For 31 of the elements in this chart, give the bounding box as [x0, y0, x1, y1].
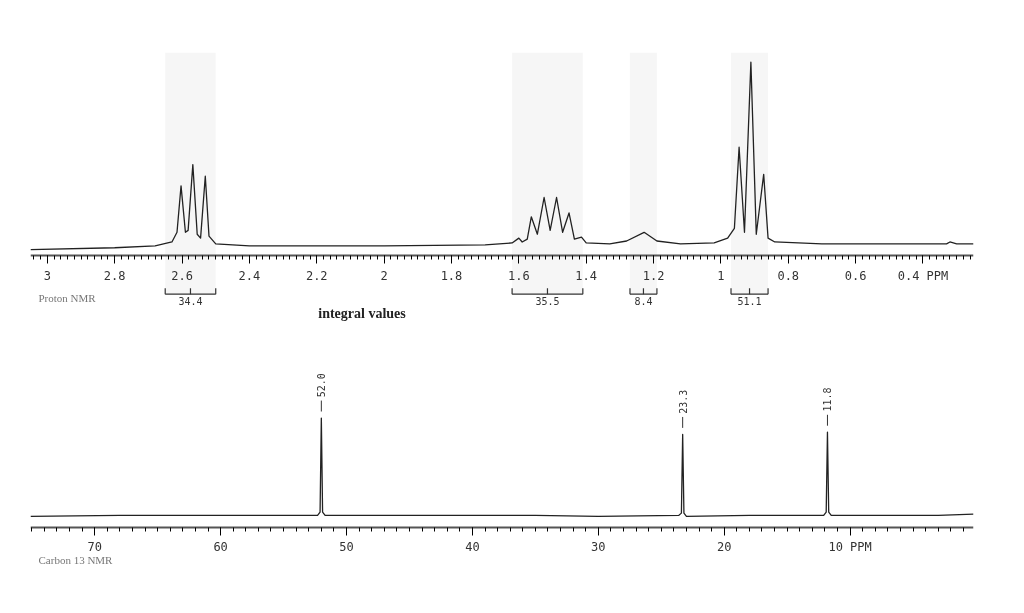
x-tick-label: 2.6: [171, 268, 193, 283]
band-label: 8.4: [634, 296, 653, 308]
x-tick-label: 0.8: [777, 268, 800, 283]
annotation: 23.3: [677, 389, 689, 414]
text: integral values: [318, 306, 407, 321]
x-tick-label: 10 PPM: [828, 540, 872, 555]
x-tick-label: 50: [339, 540, 354, 555]
x-tick-label: 30: [591, 540, 606, 555]
x-tick-label: 3: [43, 268, 51, 283]
x-tick-label: 40: [465, 540, 480, 555]
annotation: 11.8: [822, 387, 834, 412]
x-tick-label: 70: [87, 540, 102, 555]
x-tick-label: 1.4: [575, 268, 598, 283]
x-tick-label: 2: [380, 268, 388, 283]
x-tick-label: 60: [213, 540, 228, 555]
x-tick-label: 1.2: [642, 268, 665, 283]
band-label: 51.1: [737, 296, 762, 308]
x-tick-label: 1.6: [508, 268, 530, 283]
x-tick-label: 1.8: [440, 268, 463, 283]
x-tick-label: 2.2: [305, 268, 328, 283]
band-label: 34.4: [178, 296, 203, 308]
x-tick-label: 20: [716, 540, 732, 555]
x-tick-label: 1: [717, 268, 725, 283]
x-tick-label: 0.4 PPM: [897, 268, 949, 283]
band-label: 35.5: [535, 296, 560, 308]
text: Carbon 13 NMR: [38, 554, 114, 567]
x-tick-label: 0.6: [844, 268, 867, 283]
x-tick-label: 2.4: [238, 268, 261, 283]
x-tick-label: 2.8: [103, 268, 126, 283]
text: Proton NMR: [38, 292, 97, 305]
annotation: 52.0: [316, 373, 328, 398]
